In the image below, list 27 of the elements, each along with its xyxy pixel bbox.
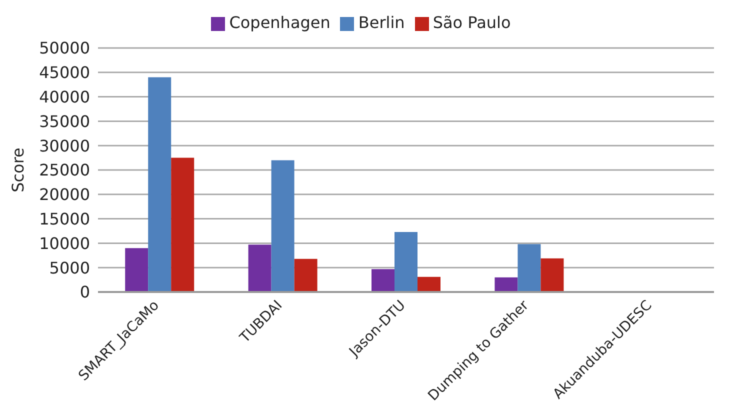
- bar: [171, 158, 194, 292]
- y-tick-label: 20000: [39, 185, 90, 204]
- legend-label: São Paulo: [432, 13, 511, 32]
- y-tick-label: 30000: [39, 136, 90, 156]
- y-tick-label: 15000: [39, 209, 90, 228]
- bar: [518, 244, 541, 292]
- y-axis-title: Score: [8, 148, 28, 192]
- y-tick-label: 25000: [39, 160, 90, 180]
- bar: [494, 277, 518, 292]
- bar: [394, 232, 418, 292]
- legend-label: Berlin: [358, 13, 405, 32]
- bar: [418, 276, 441, 292]
- y-tick-label: 45000: [39, 63, 90, 82]
- y-tick-label: 5000: [49, 258, 90, 278]
- bar: [248, 244, 272, 292]
- bar: [294, 258, 318, 292]
- bar: [372, 269, 395, 292]
- y-tick-label: 0: [80, 282, 90, 302]
- y-tick-label: 40000: [39, 87, 90, 106]
- y-tick-label: 35000: [39, 112, 90, 131]
- bar: [125, 248, 148, 292]
- y-tick-label: 50000: [39, 38, 90, 58]
- y-tick-label: 10000: [39, 234, 90, 253]
- bar: [271, 160, 294, 292]
- bar: [148, 77, 172, 292]
- legend-label: Copenhagen: [229, 13, 330, 32]
- bar: [540, 258, 564, 292]
